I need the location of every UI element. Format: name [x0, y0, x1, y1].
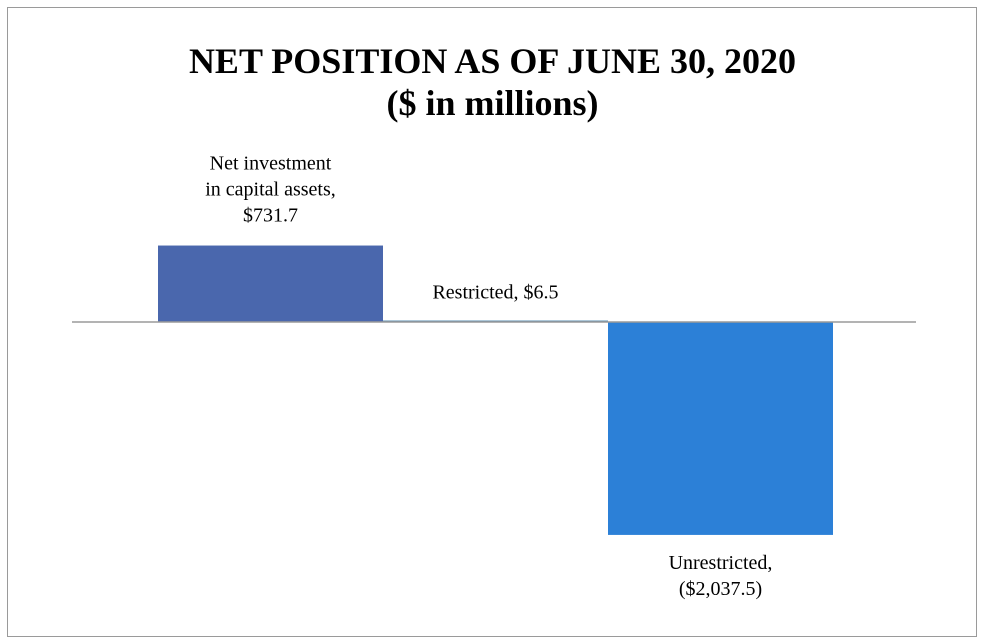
data-label-line: $731.7 — [243, 205, 298, 227]
data-label-line: Net investment — [210, 153, 332, 175]
chart-title-block: NET POSITION AS OF JUNE 30, 2020 ($ in m… — [0, 40, 985, 124]
chart-title: NET POSITION AS OF JUNE 30, 2020 — [188, 41, 797, 81]
data-label-net-investment-in-capital-assets: Net investment in capital assets, $731.7 — [205, 153, 336, 227]
data-label-line: in capital assets, — [205, 179, 336, 201]
data-label-line: Restricted, $6.5 — [432, 282, 558, 304]
data-labels-group: Net investment in capital assets, $731.7 Re… — [205, 153, 772, 600]
data-label-restricted: Restricted, $6.5 — [432, 282, 558, 304]
bar-unrestricted — [608, 322, 833, 535]
data-label-unrestricted: Unrestricted, ($2,037.5) — [669, 552, 773, 600]
data-label-line: Unrestricted, — [669, 552, 773, 574]
chart-subtitle: ($ in millions) — [386, 83, 599, 123]
chart-plot: Net investment in capital assets, $731.7 Re… — [72, 153, 916, 600]
bar-net-investment-in-capital-assets — [158, 245, 383, 322]
data-label-line: ($2,037.5) — [679, 578, 762, 600]
